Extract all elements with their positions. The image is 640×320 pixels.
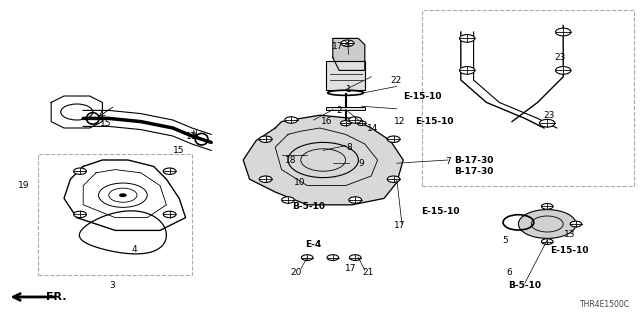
- Text: 5: 5: [503, 236, 508, 245]
- Circle shape: [349, 117, 362, 123]
- Circle shape: [349, 255, 361, 260]
- Text: 18: 18: [285, 156, 297, 164]
- Circle shape: [541, 239, 553, 244]
- Circle shape: [556, 28, 571, 36]
- Text: B-17-30: B-17-30: [454, 167, 493, 176]
- Circle shape: [282, 197, 294, 203]
- Text: E-4: E-4: [305, 240, 322, 249]
- Text: 1: 1: [346, 85, 351, 94]
- Text: 17: 17: [394, 221, 406, 230]
- Text: 9: 9: [359, 159, 364, 168]
- Text: 4: 4: [132, 245, 137, 254]
- Circle shape: [163, 168, 176, 174]
- Circle shape: [74, 211, 86, 218]
- Text: B-17-30: B-17-30: [454, 156, 493, 164]
- Text: 23: 23: [554, 53, 566, 62]
- Polygon shape: [333, 38, 365, 70]
- Text: 14: 14: [367, 124, 379, 132]
- Circle shape: [163, 211, 176, 218]
- Text: 17: 17: [345, 264, 356, 273]
- Bar: [326, 107, 365, 110]
- Circle shape: [259, 136, 272, 142]
- Bar: [422, 10, 634, 186]
- Text: 21: 21: [362, 268, 374, 277]
- Circle shape: [285, 117, 298, 123]
- Circle shape: [349, 197, 362, 203]
- Text: 12: 12: [394, 117, 406, 126]
- Text: 16: 16: [321, 117, 332, 126]
- Circle shape: [301, 255, 313, 260]
- Circle shape: [518, 210, 576, 238]
- Circle shape: [119, 193, 127, 197]
- Circle shape: [327, 255, 339, 260]
- Circle shape: [387, 136, 400, 142]
- Text: THR4E1500C: THR4E1500C: [580, 300, 630, 309]
- Text: 8: 8: [346, 143, 351, 152]
- Text: B-5-10: B-5-10: [292, 202, 326, 211]
- Text: 10: 10: [294, 178, 305, 187]
- Circle shape: [540, 119, 555, 127]
- Bar: [38, 154, 192, 275]
- Circle shape: [74, 168, 86, 174]
- Text: 20: 20: [291, 268, 302, 277]
- Text: 7: 7: [445, 157, 451, 166]
- Circle shape: [556, 67, 571, 74]
- Circle shape: [460, 35, 475, 42]
- Bar: [326, 61, 365, 90]
- Text: 13: 13: [564, 230, 575, 239]
- Text: 19: 19: [18, 181, 29, 190]
- Text: 15: 15: [173, 146, 185, 155]
- Text: FR.: FR.: [46, 292, 67, 302]
- Text: E-15-10: E-15-10: [421, 207, 460, 216]
- Circle shape: [357, 121, 366, 125]
- Text: E-15-10: E-15-10: [403, 92, 442, 100]
- Circle shape: [570, 221, 582, 227]
- Text: 3: 3: [109, 281, 115, 290]
- Text: 2: 2: [337, 106, 342, 115]
- Circle shape: [341, 40, 354, 46]
- Circle shape: [340, 121, 351, 126]
- Circle shape: [259, 176, 272, 182]
- Text: 17: 17: [332, 42, 344, 51]
- Polygon shape: [243, 115, 403, 205]
- Text: 23: 23: [543, 111, 555, 120]
- Text: E-15-10: E-15-10: [550, 246, 589, 255]
- Text: E-15-10: E-15-10: [415, 117, 453, 126]
- Text: B-5-10: B-5-10: [508, 281, 541, 290]
- Circle shape: [541, 204, 553, 209]
- Circle shape: [460, 67, 475, 74]
- Text: 15: 15: [100, 119, 111, 128]
- Text: 6: 6: [506, 268, 511, 277]
- Text: 11: 11: [186, 132, 198, 140]
- Circle shape: [387, 176, 400, 182]
- Text: 22: 22: [390, 76, 401, 84]
